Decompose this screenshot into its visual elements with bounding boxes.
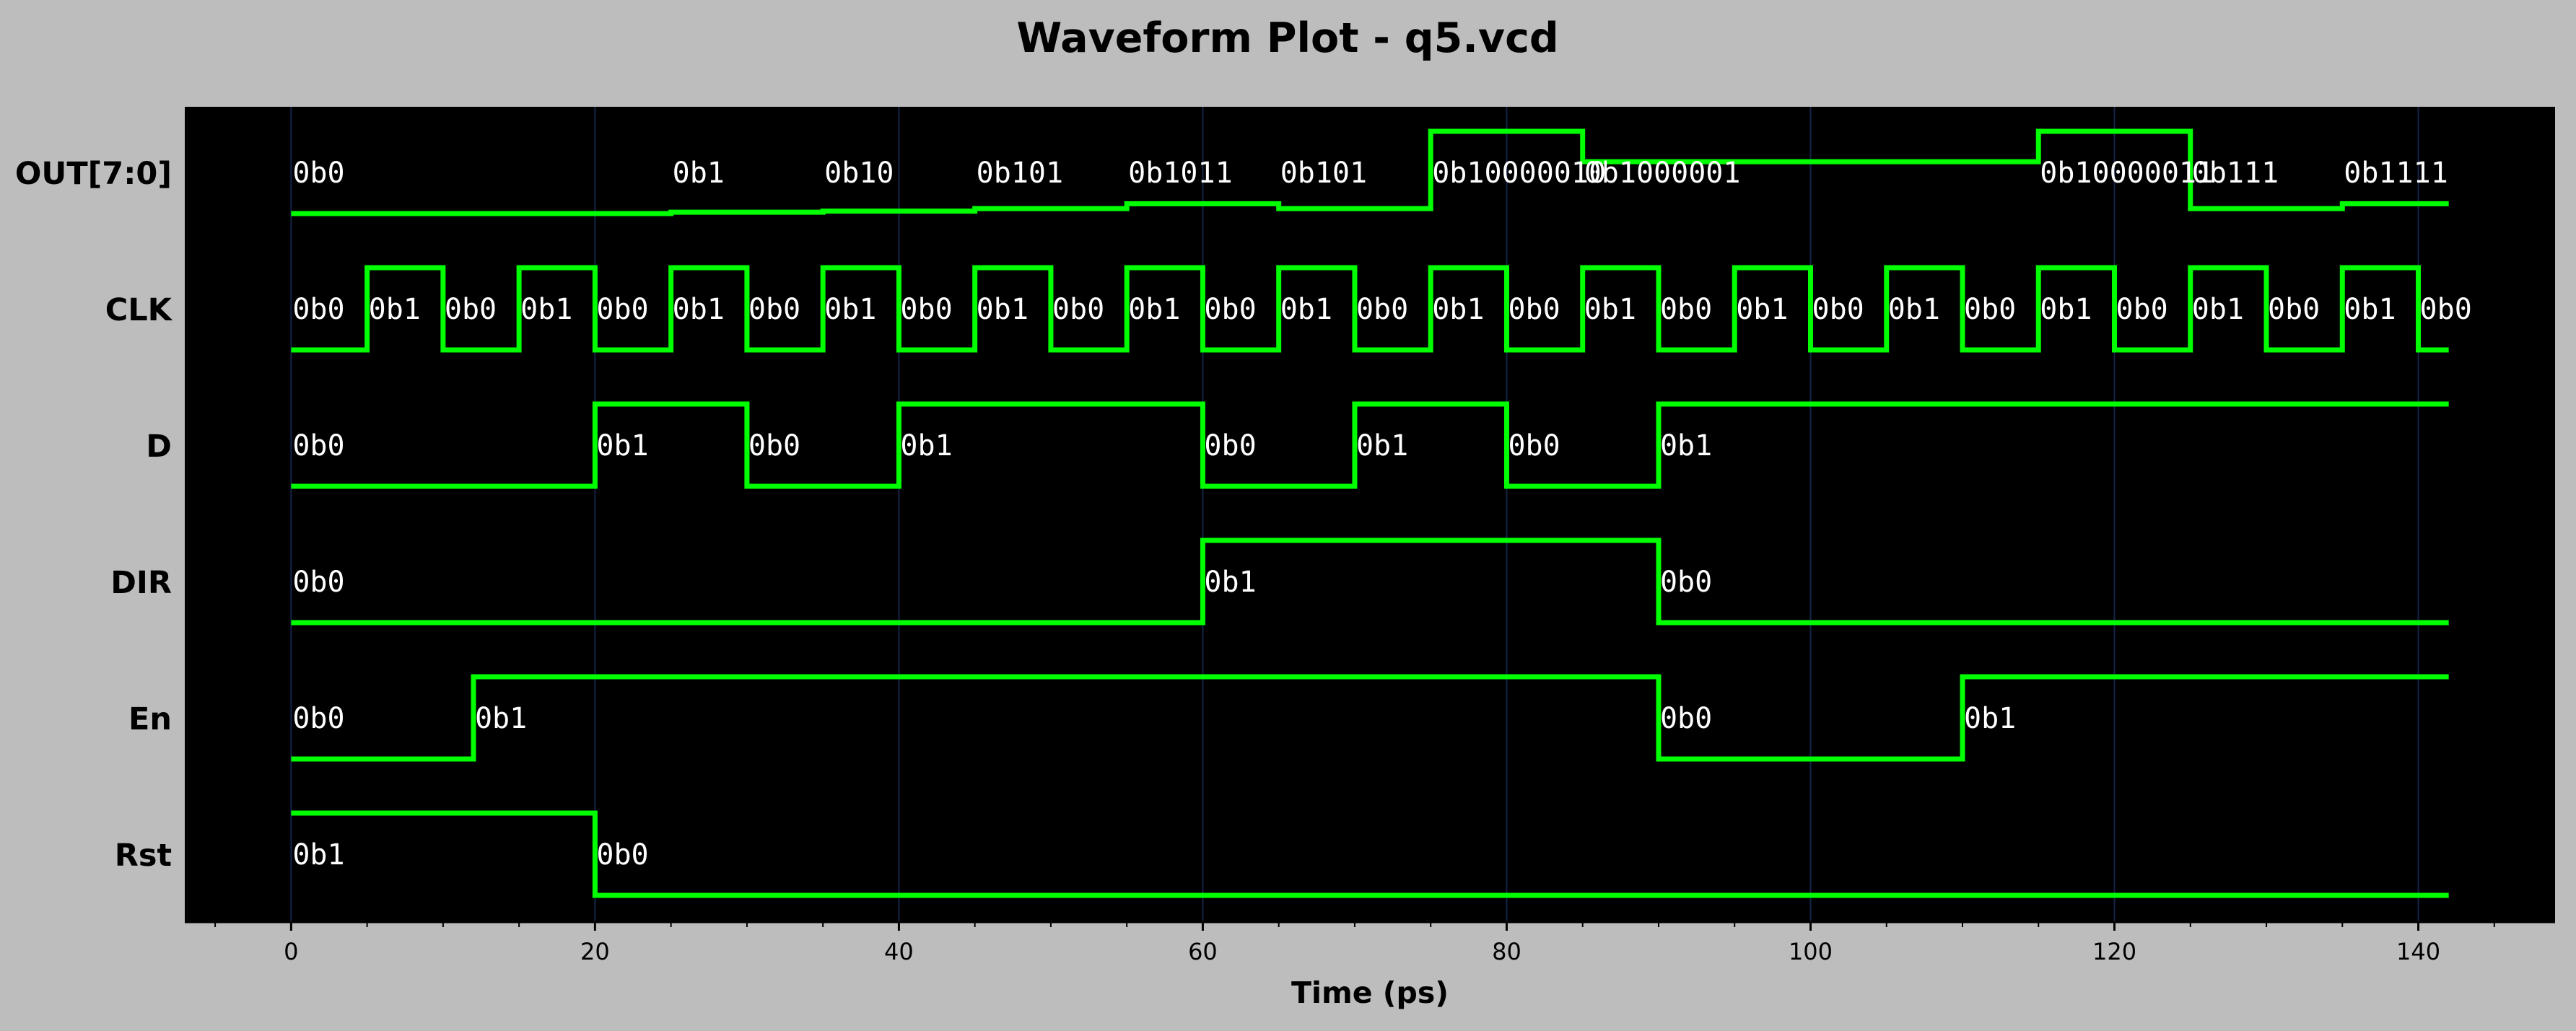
value-label: 0b10000010 — [1432, 157, 1606, 190]
x-tick-label: 120 — [2092, 938, 2136, 965]
value-label: 0b0 — [292, 566, 344, 599]
value-label: 0b1 — [1128, 293, 1180, 326]
value-label: 0b0 — [1204, 429, 1256, 462]
x-tick-label: 80 — [1492, 938, 1521, 965]
value-label: 0b0 — [748, 429, 800, 462]
signal-names: OUT[7:0] CLK D DIR En Rst — [15, 156, 173, 874]
value-label: 0b1000001 — [1584, 157, 1741, 190]
waveform-trace — [291, 810, 2449, 898]
value-label: 0b0 — [1508, 293, 1560, 326]
value-label: 0b1 — [369, 293, 421, 326]
value-label: 0b1 — [824, 293, 876, 326]
value-label: 0b0 — [292, 429, 344, 462]
signal-name: En — [128, 701, 172, 737]
value-label: 0b0 — [1660, 293, 1712, 326]
x-axis: 0 20 40 60 80 100 120 140 — [185, 921, 2555, 965]
value-label: 0b10000011 — [2040, 157, 2214, 190]
waveforms — [291, 128, 2449, 898]
waveform-trace — [291, 265, 2449, 353]
x-tick-label: 100 — [1789, 938, 1833, 965]
value-label: 0b0 — [2268, 293, 2320, 326]
value-label: 0b111 — [2192, 157, 2279, 190]
signal-name: OUT[7:0] — [15, 156, 172, 192]
signal-name: D — [146, 429, 172, 465]
x-tick-label: 0 — [284, 938, 298, 965]
value-label: 0b10 — [824, 157, 894, 190]
value-label: 0b1 — [596, 429, 648, 462]
value-label: 0b1 — [2040, 293, 2092, 326]
signal-name: DIR — [110, 565, 172, 601]
value-label: 0b1 — [475, 702, 527, 735]
value-label: 0b1 — [673, 293, 725, 326]
value-label: 0b1111 — [2344, 157, 2448, 190]
value-label: 0b1 — [1204, 566, 1256, 599]
value-label: 0b0 — [1356, 293, 1408, 326]
waveform-trace — [291, 128, 2449, 216]
plot-area — [185, 107, 2555, 922]
value-label: 0b1 — [1736, 293, 1788, 326]
waveform-trace — [291, 538, 2449, 626]
x-axis-title: Time (ps) — [1291, 975, 1449, 1010]
value-label: 0b0 — [1204, 293, 1256, 326]
value-label: 0b0 — [596, 293, 648, 326]
value-label: 0b0 — [1660, 702, 1712, 735]
value-label: 0b0 — [900, 293, 952, 326]
value-label: 0b0 — [445, 293, 497, 326]
value-label: 0b1 — [2192, 293, 2244, 326]
x-tick-label: 60 — [1188, 938, 1218, 965]
signal-name: Rst — [115, 838, 172, 874]
value-label: 0b0 — [1964, 293, 2016, 326]
waveform-trace — [291, 401, 2449, 489]
signal-name: CLK — [105, 292, 173, 328]
x-tick-label: 20 — [580, 938, 610, 965]
value-label: 0b1 — [2344, 293, 2396, 326]
chart-title: Waveform Plot - q5.vcd — [1016, 14, 1558, 62]
value-label: 0b1 — [1280, 293, 1332, 326]
value-label: 0b1 — [1356, 429, 1408, 462]
value-label: 0b101 — [1280, 157, 1367, 190]
value-label: 0b1011 — [1128, 157, 1233, 190]
value-label: 0b0 — [292, 293, 344, 326]
value-label: 0b1 — [292, 838, 344, 872]
value-label: 0b1 — [520, 293, 572, 326]
value-label: 0b0 — [1660, 566, 1712, 599]
value-label: 0b1 — [977, 293, 1029, 326]
value-label: 0b1 — [673, 157, 725, 190]
x-tick-label: 40 — [884, 938, 914, 965]
value-label: 0b1 — [900, 429, 952, 462]
value-label: 0b0 — [1052, 293, 1104, 326]
grid-lines — [290, 107, 2419, 922]
value-label: 0b1 — [1888, 293, 1940, 326]
value-label: 0b1 — [1964, 702, 2016, 735]
value-label: 0b0 — [292, 157, 344, 190]
value-label: 0b101 — [977, 157, 1063, 190]
value-label: 0b0 — [2116, 293, 2168, 326]
value-label: 0b0 — [596, 838, 648, 872]
value-label: 0b0 — [1508, 429, 1560, 462]
value-label: 0b0 — [292, 702, 344, 735]
value-label: 0b0 — [748, 293, 800, 326]
waveform-trace — [291, 674, 2449, 762]
value-label: 0b0 — [1812, 293, 1864, 326]
value-label: 0b1 — [1432, 293, 1484, 326]
x-tick-label: 140 — [2396, 938, 2440, 965]
value-label: 0b1 — [1660, 429, 1712, 462]
value-labels: 0b0 0b1 0b10 0b101 0b1011 0b101 0b100000100b10… — [292, 157, 2471, 872]
value-label: 0b1 — [1584, 293, 1636, 326]
value-label: 0b0 — [2420, 293, 2472, 326]
